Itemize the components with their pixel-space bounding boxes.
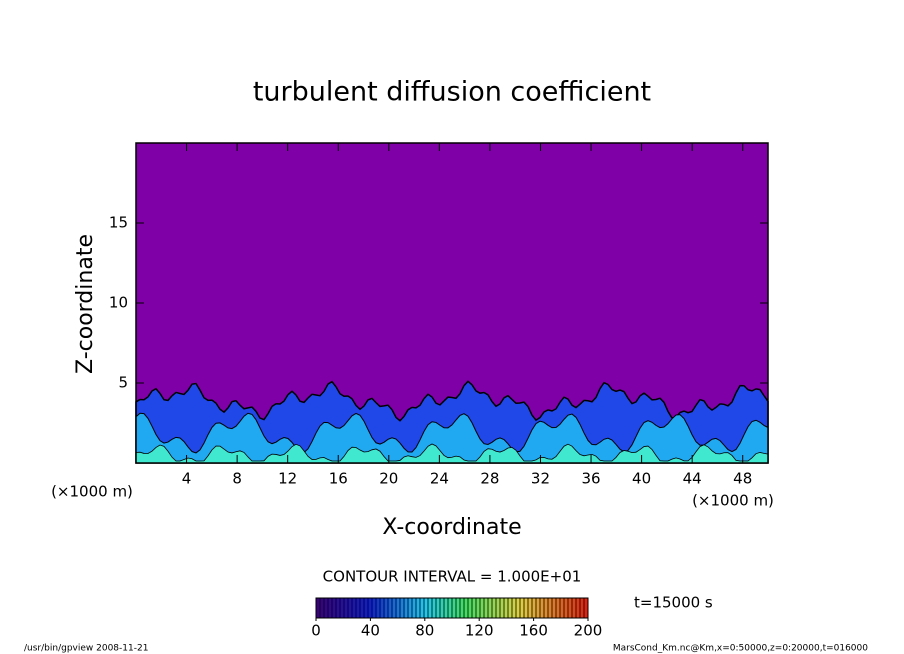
colorbar-tick-label: 120 (465, 622, 494, 640)
chart-title: turbulent diffusion coefficient (253, 77, 651, 108)
contour-interval: CONTOUR INTERVAL = 1.000E+01 (323, 568, 582, 586)
colorbar-tick-label: 40 (361, 622, 380, 640)
x-tick-label: 48 (733, 470, 752, 488)
y-tick-label: 10 (109, 294, 128, 312)
y-axis-label: Z-coordinate (73, 234, 98, 374)
colorbar-tick-label: 160 (519, 622, 548, 640)
x-tick-label: 44 (683, 470, 702, 488)
x-tick-label: 8 (232, 470, 242, 488)
turbulent-core (135, 443, 769, 464)
x-axis-label: X-coordinate (382, 515, 521, 540)
footer-right: MarsCond_Km.nc@Km,x=0:50000,z=0:20000,t=… (613, 644, 868, 654)
x-tick-label: 20 (379, 470, 398, 488)
x-tick-label: 40 (632, 470, 651, 488)
colorbar-tick-label: 0 (311, 622, 321, 640)
footer-left: /usr/bin/gpview 2008-11-21 (24, 644, 148, 654)
colorbar-tick-label: 80 (415, 622, 434, 640)
colorbar-tick-label: 200 (574, 622, 603, 640)
x-tick-label: 36 (581, 470, 600, 488)
x-tick-label: 24 (430, 470, 449, 488)
y-tick-label: 15 (109, 214, 128, 232)
time-label: t=15000 s (634, 594, 713, 612)
x-unit: (×1000 m) (692, 492, 774, 510)
x-tick-label: 16 (329, 470, 348, 488)
x-tick-label: 28 (480, 470, 499, 488)
x-tick-label: 4 (182, 470, 192, 488)
y-unit: (×1000 m) (51, 483, 133, 501)
x-tick-label: 12 (278, 470, 297, 488)
y-tick-label: 5 (118, 374, 128, 392)
x-tick-label: 32 (531, 470, 550, 488)
